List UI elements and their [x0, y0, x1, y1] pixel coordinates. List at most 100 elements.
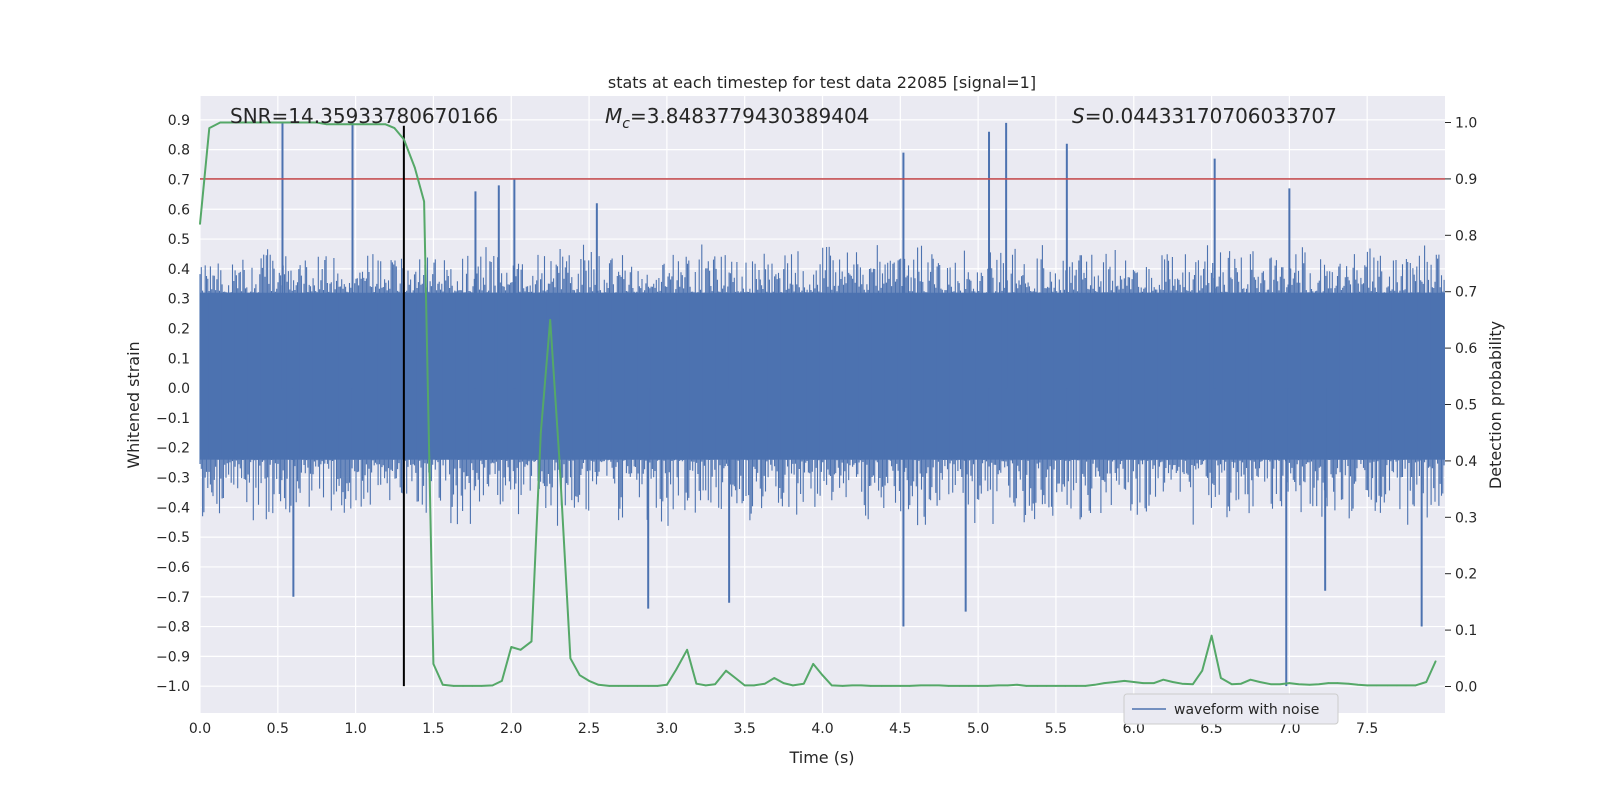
probability-point: [1171, 681, 1174, 683]
probability-point: [403, 138, 405, 141]
probability-point: [1375, 684, 1378, 687]
probability-point: [617, 685, 620, 687]
probability-point: [1220, 677, 1222, 679]
x-tick-label: 6.5: [1200, 721, 1222, 737]
probability-point: [1210, 634, 1213, 637]
probability-point: [228, 121, 231, 124]
y-right-tick-label: 0.7: [1455, 285, 1477, 301]
y-tick-label: −0.8: [156, 620, 190, 636]
waveform-series: [199, 122, 1445, 687]
x-tick-label: 0.5: [267, 721, 289, 737]
probability-point: [1181, 682, 1183, 685]
probability-point: [1123, 680, 1126, 682]
y-right-tick-label: 0.3: [1455, 510, 1477, 526]
probability-point: [686, 649, 688, 651]
y-tick-label: 0.0: [168, 381, 190, 397]
probability-point: [530, 640, 533, 643]
probability-point: [1240, 682, 1242, 685]
probability-point: [1288, 682, 1291, 684]
chirp-mass-annotation: Mc=3.8483779430389404: [605, 104, 869, 132]
probability-point: [1025, 685, 1028, 687]
probability-point: [851, 684, 853, 687]
probability-point: [1434, 660, 1437, 662]
y-right-tick-label: 0.1: [1455, 623, 1477, 639]
probability-point: [1103, 682, 1105, 684]
probability-point: [675, 668, 678, 671]
probability-point: [636, 685, 639, 687]
probability-point: [1395, 684, 1398, 687]
probability-point: [501, 680, 503, 682]
x-tick-label: 7.0: [1278, 721, 1300, 737]
probability-point: [336, 123, 338, 125]
probability-point: [1405, 684, 1407, 687]
y-tick-label: −0.7: [156, 590, 190, 606]
x-tick-label: 1.0: [344, 721, 366, 737]
probability-point: [1414, 684, 1417, 687]
probability-point: [1064, 685, 1067, 687]
probability-point: [588, 680, 590, 682]
probability-point: [869, 685, 872, 687]
y-tick-label: 0.2: [168, 321, 190, 337]
probability-point: [540, 431, 542, 434]
probability-point: [480, 685, 483, 687]
probability-point: [354, 123, 357, 125]
probability-point: [608, 685, 611, 687]
probability-point: [803, 682, 805, 685]
y-right-tick-label: 0.0: [1455, 679, 1477, 695]
y-tick-label: −0.2: [156, 441, 190, 457]
probability-point: [208, 127, 211, 129]
probability-point: [345, 123, 348, 125]
probability-series: [199, 121, 1437, 687]
probability-point: [1425, 681, 1428, 683]
probability-line: [199, 121, 1437, 687]
x-tick-label: 6.0: [1123, 721, 1145, 737]
probability-point: [656, 685, 659, 687]
probability-point: [315, 121, 318, 124]
probability-point: [578, 674, 581, 677]
x-tick-label: 5.0: [967, 721, 989, 737]
probability-point: [899, 685, 902, 687]
probability-point: [977, 685, 979, 687]
probability-point: [890, 685, 892, 687]
probability-point: [929, 684, 931, 687]
probability-point: [1297, 683, 1300, 686]
probability-point: [441, 684, 444, 686]
probability-point: [267, 121, 270, 124]
probability-point: [325, 123, 327, 125]
probability-point: [1153, 682, 1155, 684]
legend-label: waveform with noise: [1174, 702, 1319, 718]
probability-point: [666, 684, 668, 686]
probability-point: [549, 319, 551, 321]
probability-point: [219, 121, 222, 124]
x-tick-label: 4.0: [811, 721, 833, 737]
y-right-tick-label: 1.0: [1455, 116, 1477, 132]
probability-point: [1162, 678, 1165, 681]
x-tick-label: 5.5: [1045, 721, 1067, 737]
probability-point: [734, 677, 737, 679]
probability-point: [1142, 682, 1144, 684]
probability-point: [1366, 684, 1368, 687]
overlay-lines: [200, 125, 1445, 687]
probability-point: [519, 649, 522, 651]
probability-point: [714, 683, 716, 686]
probability-point: [725, 669, 727, 672]
probability-point: [471, 685, 474, 687]
y-right-axis-label: Detection probability: [1486, 321, 1505, 489]
y-right-tick-label: 0.5: [1455, 398, 1477, 414]
probability-point: [1318, 683, 1320, 686]
probability-point: [306, 121, 309, 124]
y-tick-label: −0.1: [156, 411, 190, 427]
probability-point: [958, 685, 961, 687]
probability-point: [947, 685, 950, 687]
probability-point: [997, 684, 1000, 687]
probability-point: [627, 685, 629, 687]
probability-point: [1084, 685, 1087, 687]
probability-point: [986, 685, 989, 687]
chirp-mass-symbol: M: [605, 104, 622, 128]
probability-point: [432, 663, 435, 665]
y-tick-label: 0.4: [168, 262, 190, 278]
s-annotation: S=0.04433170706033707: [1072, 104, 1337, 128]
legend-box: [1123, 693, 1339, 725]
y-tick-label: −0.5: [156, 530, 190, 546]
x-axis-label: Time (s): [788, 748, 854, 767]
